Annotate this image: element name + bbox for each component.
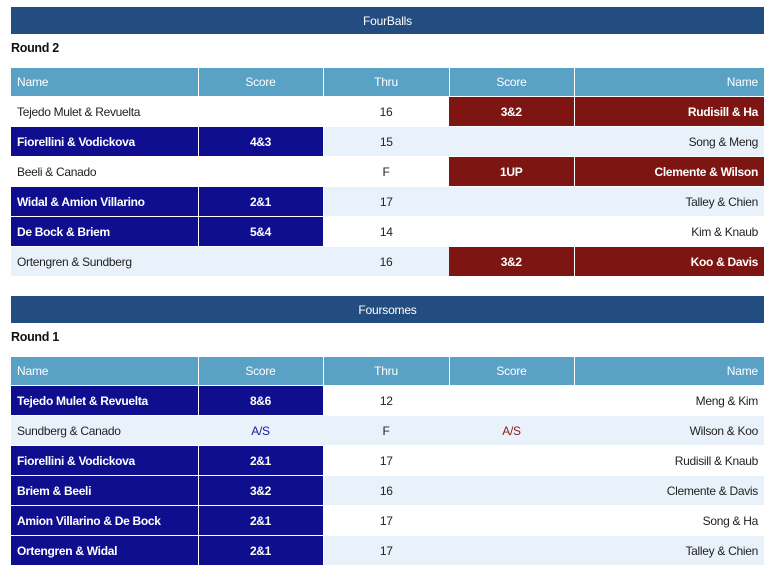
column-header-left-score[interactable]: Score [198, 357, 324, 386]
right-score [449, 535, 574, 565]
column-header-right-name[interactable]: Name [574, 68, 764, 97]
column-header-left-name[interactable]: Name [11, 357, 199, 386]
thru: 15 [323, 126, 449, 157]
column-header-right-score[interactable]: Score [449, 68, 575, 97]
thru: 17 [323, 445, 449, 476]
match-row[interactable]: Tejedo Mulet & Revuelta 16 3&2 Rudisill … [11, 96, 764, 127]
right-score [449, 385, 574, 416]
thru: 17 [323, 186, 449, 217]
left-score: 2&1 [198, 186, 324, 217]
left-score [198, 156, 323, 187]
match-table: Name Score Thru Score Name Tejedo Mulet … [11, 68, 764, 276]
right-score: A/S [449, 415, 574, 446]
left-score: 5&4 [198, 216, 324, 247]
table-header-row: Name Score Thru Score Name [11, 68, 764, 97]
fourballs-section: FourBalls Round 2 Name Score Thru Score … [11, 7, 764, 276]
match-row[interactable]: Ortengren & Widal 2&1 17 Talley & Chien [11, 535, 764, 565]
thru: 16 [323, 246, 449, 276]
left-score [198, 96, 323, 127]
match-row[interactable]: Widal & Amion Villarino 2&1 17 Talley & … [11, 186, 764, 217]
column-header-left-name[interactable]: Name [11, 68, 199, 97]
thru: F [323, 156, 449, 187]
left-team: Briem & Beeli [11, 475, 199, 506]
right-score [449, 445, 574, 476]
right-team: Rudisill & Ha [574, 96, 764, 127]
column-header-right-score[interactable]: Score [449, 357, 575, 386]
column-header-left-score[interactable]: Score [198, 68, 324, 97]
thru: F [323, 415, 449, 446]
left-team: Beeli & Canado [11, 156, 198, 187]
right-score [449, 475, 574, 506]
match-row[interactable]: Fiorellini & Vodickova 2&1 17 Rudisill &… [11, 445, 764, 476]
thru: 16 [323, 475, 449, 506]
right-team: Song & Meng [574, 126, 764, 157]
right-team: Clemente & Wilson [574, 156, 764, 187]
thru: 12 [323, 385, 449, 416]
right-team: Clemente & Davis [574, 475, 764, 506]
table-header-row: Name Score Thru Score Name [11, 357, 764, 386]
right-score: 3&2 [449, 246, 575, 276]
right-team: Meng & Kim [574, 385, 764, 416]
right-team: Wilson & Koo [574, 415, 764, 446]
left-score: 3&2 [198, 475, 324, 506]
left-team: Ortengren & Widal [11, 535, 199, 565]
left-team: De Bock & Briem [11, 216, 199, 247]
match-row[interactable]: Sundberg & Canado A/S F A/S Wilson & Koo [11, 415, 764, 446]
left-team: Widal & Amion Villarino [11, 186, 199, 217]
column-header-right-name[interactable]: Name [574, 357, 764, 386]
match-row[interactable]: Fiorellini & Vodickova 4&3 15 Song & Men… [11, 126, 764, 157]
thru: 17 [323, 535, 449, 565]
right-team: Talley & Chien [574, 535, 764, 565]
left-team: Sundberg & Canado [11, 415, 198, 446]
thru: 17 [323, 505, 449, 536]
right-team: Rudisill & Knaub [574, 445, 764, 476]
left-team: Fiorellini & Vodickova [11, 126, 199, 157]
right-score: 3&2 [449, 96, 575, 127]
match-row[interactable]: De Bock & Briem 5&4 14 Kim & Knaub [11, 216, 764, 247]
left-team: Fiorellini & Vodickova [11, 445, 199, 476]
left-score: 2&1 [198, 535, 324, 565]
left-team: Ortengren & Sundberg [11, 246, 198, 276]
match-row[interactable]: Beeli & Canado F 1UP Clemente & Wilson [11, 156, 764, 187]
left-team: Tejedo Mulet & Revuelta [11, 385, 199, 416]
round-label: Round 1 [11, 330, 59, 344]
right-team: Kim & Knaub [574, 216, 764, 247]
right-team: Koo & Davis [574, 246, 764, 276]
right-team: Talley & Chien [574, 186, 764, 217]
right-score [449, 505, 574, 536]
match-row[interactable]: Tejedo Mulet & Revuelta 8&6 12 Meng & Ki… [11, 385, 764, 416]
left-team: Tejedo Mulet & Revuelta [11, 96, 198, 127]
left-score: 2&1 [198, 505, 324, 536]
thru: 14 [323, 216, 449, 247]
left-team: Amion Villarino & De Bock [11, 505, 199, 536]
section-title: Foursomes [358, 302, 417, 317]
section-header: Foursomes [11, 296, 764, 323]
section-header: FourBalls [11, 7, 764, 34]
left-score: 2&1 [198, 445, 324, 476]
left-score: A/S [198, 415, 323, 446]
match-table: Name Score Thru Score Name Tejedo Mulet … [11, 357, 764, 565]
column-header-thru[interactable]: Thru [323, 357, 450, 386]
thru: 16 [323, 96, 449, 127]
right-team: Song & Ha [574, 505, 764, 536]
foursomes-section: Foursomes Round 1 Name Score Thru Score … [11, 296, 764, 565]
right-score [449, 126, 574, 157]
round-label: Round 2 [11, 41, 59, 55]
left-score: 4&3 [198, 126, 324, 157]
right-score [449, 186, 574, 217]
column-header-thru[interactable]: Thru [323, 68, 450, 97]
right-score: 1UP [449, 156, 575, 187]
left-score: 8&6 [198, 385, 324, 416]
right-score [449, 216, 574, 247]
match-row[interactable]: Briem & Beeli 3&2 16 Clemente & Davis [11, 475, 764, 506]
match-row[interactable]: Ortengren & Sundberg 16 3&2 Koo & Davis [11, 246, 764, 276]
match-row[interactable]: Amion Villarino & De Bock 2&1 17 Song & … [11, 505, 764, 536]
left-score [198, 246, 323, 276]
section-title: FourBalls [363, 13, 412, 28]
